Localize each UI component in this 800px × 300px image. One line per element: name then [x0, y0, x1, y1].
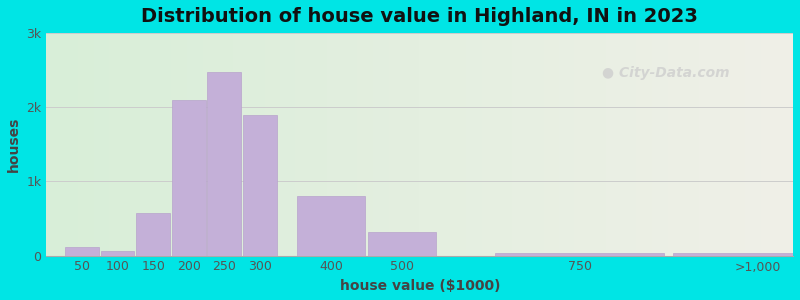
Bar: [673, 253, 800, 256]
Bar: [297, 196, 365, 256]
Title: Distribution of house value in Highland, IN in 2023: Distribution of house value in Highland,…: [142, 7, 698, 26]
Text: ● City-Data.com: ● City-Data.com: [602, 66, 730, 80]
Y-axis label: houses: houses: [7, 117, 21, 172]
Bar: [243, 115, 277, 256]
X-axis label: house value ($1000): house value ($1000): [339, 279, 500, 293]
Bar: [136, 213, 170, 256]
Bar: [495, 254, 664, 256]
Bar: [65, 247, 99, 256]
Bar: [368, 232, 436, 256]
Bar: [101, 251, 134, 256]
Bar: [172, 100, 206, 256]
Bar: [207, 72, 241, 256]
